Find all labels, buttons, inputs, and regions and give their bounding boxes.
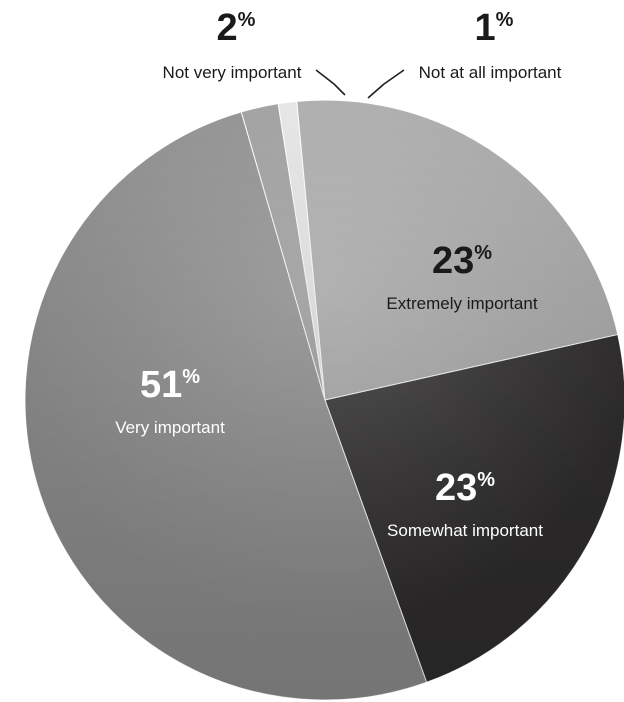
slice-label-not-at-all-important: Not at all important — [419, 63, 562, 82]
leader-line-not-at-all-important — [367, 69, 405, 99]
leader-line-not-very-important — [315, 69, 346, 96]
slice-label-somewhat-important: Somewhat important — [387, 521, 543, 540]
slice-value-not-at-all-important: 1% — [475, 7, 514, 49]
slice-value-extremely-important: 23% — [432, 240, 492, 282]
slice-label-very-important: Very important — [115, 418, 225, 437]
slice-value-somewhat-important: 23% — [435, 467, 495, 509]
slice-label-not-very-important: Not very important — [163, 63, 302, 82]
slice-value-not-very-important: 2% — [217, 7, 256, 49]
slice-label-extremely-important: Extremely important — [386, 294, 537, 313]
slice-value-very-important: 51% — [140, 364, 200, 406]
